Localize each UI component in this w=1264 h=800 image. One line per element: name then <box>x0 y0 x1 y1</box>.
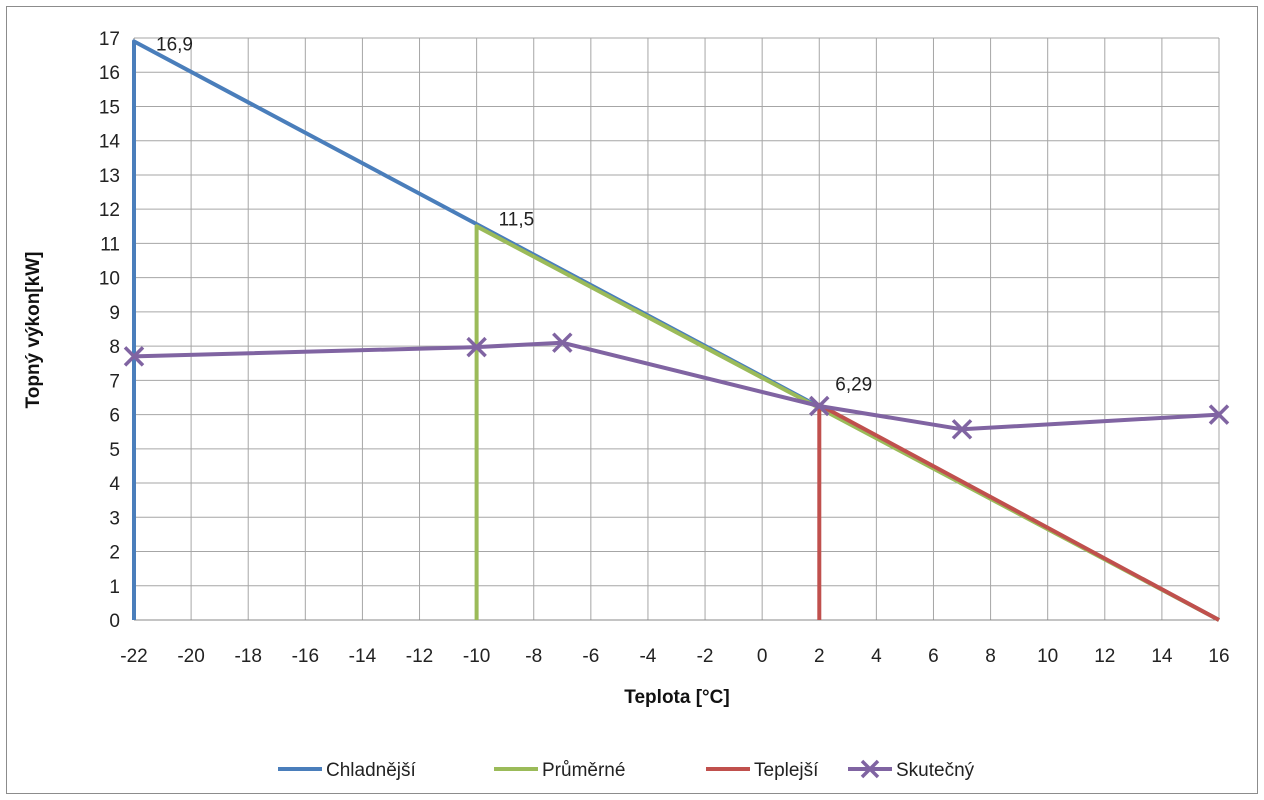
x-tick-label: -16 <box>292 646 319 667</box>
x-tick-label: -6 <box>582 646 599 667</box>
x-tick-label: -14 <box>349 646 377 667</box>
x-tick-label: 6 <box>928 646 939 667</box>
legend-label: Chladnější <box>326 760 416 781</box>
y-tick-label: 0 <box>109 611 120 632</box>
y-tick-label: 2 <box>109 543 120 564</box>
data-point-marker <box>466 336 487 358</box>
series-line-3 <box>133 340 1220 432</box>
chart-frame <box>6 6 1258 794</box>
legend-label: Teplejší <box>754 760 819 781</box>
x-tick-label: -12 <box>406 646 433 667</box>
legend: Chladnější Průměrné Teplejší Skutečný <box>278 759 975 781</box>
series-line-2 <box>817 402 1220 622</box>
x-tick-label: 12 <box>1094 646 1115 667</box>
y-tick-label: 16 <box>99 63 120 84</box>
x-tick-label: -22 <box>120 646 147 667</box>
x-axis-title: Teplota [°C] <box>624 687 729 708</box>
y-tick-label: 5 <box>109 440 120 461</box>
x-tick-label: -4 <box>639 646 656 667</box>
x-tick-label: -18 <box>234 646 261 667</box>
x-tick-label: 14 <box>1151 646 1173 667</box>
y-tick-label: 12 <box>99 200 120 221</box>
data-point-marker <box>951 419 973 440</box>
annotation-layer: 16,9 11,5 6,29 <box>156 34 872 395</box>
data-label: 16,9 <box>156 34 193 55</box>
y-tick-label: 13 <box>99 166 120 187</box>
y-tick-label: 1 <box>109 577 120 598</box>
y-tick-label: 17 <box>99 29 120 50</box>
x-tick-label: 4 <box>871 646 882 667</box>
y-tick-label: 9 <box>109 303 120 324</box>
y-tick-label: 8 <box>109 337 120 358</box>
x-tick-label: -20 <box>177 646 204 667</box>
y-tick-label: 6 <box>109 406 120 427</box>
data-label: 11,5 <box>499 209 535 230</box>
data-point-marker <box>1208 404 1230 425</box>
y-tick-label: 15 <box>99 97 120 118</box>
x-axis-ticks: -22 -20 -18 -16 -14 -12 -10 -8 -6 -4 -2 0 2 4 6 8 10 12 14… <box>120 646 1229 667</box>
x-tick-label: -2 <box>697 646 714 667</box>
data-label: 6,29 <box>835 375 872 396</box>
x-tick-label: 2 <box>814 646 825 667</box>
y-tick-label: 7 <box>109 371 120 392</box>
x-tick-label: 16 <box>1208 646 1229 667</box>
y-tick-label: 11 <box>100 234 120 255</box>
y-tick-label: 14 <box>99 132 121 153</box>
y-axis-title: Topný výkon[kW] <box>23 252 44 409</box>
y-tick-label: 4 <box>109 474 120 495</box>
legend-label: Průměrné <box>542 760 625 781</box>
y-tick-label: 10 <box>99 269 120 290</box>
x-tick-label: -10 <box>463 646 490 667</box>
series-layer <box>123 39 1230 622</box>
data-point-marker <box>552 332 573 353</box>
x-tick-label: 0 <box>757 646 768 667</box>
legend-marker <box>860 759 880 779</box>
x-tick-label: 8 <box>985 646 996 667</box>
legend-label: Skutečný <box>896 760 975 781</box>
x-tick-label: 10 <box>1037 646 1058 667</box>
x-tick-label: -8 <box>525 646 542 667</box>
data-point-marker <box>123 346 145 367</box>
y-tick-label: 3 <box>109 508 120 529</box>
data-point-marker <box>809 395 830 417</box>
